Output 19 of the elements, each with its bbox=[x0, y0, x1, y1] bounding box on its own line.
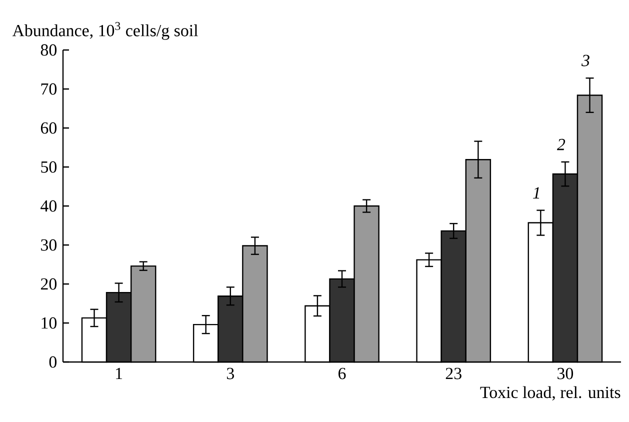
y-tick-label: 80 bbox=[40, 44, 57, 56]
y-tick-label: 70 bbox=[41, 83, 57, 95]
y-tick-label: 30 bbox=[41, 239, 57, 251]
y-tick-label: 40 bbox=[40, 200, 57, 212]
y-tick-label: 60 bbox=[40, 122, 57, 134]
series-label: 2 bbox=[556, 138, 566, 150]
y-tick-label: 0 bbox=[49, 356, 57, 368]
x-tick-label: 3 bbox=[226, 368, 234, 380]
x-tick-label: 23 bbox=[446, 368, 462, 380]
x-axis-title: Toxic load, rel. units bbox=[480, 386, 620, 401]
series-label: 1 bbox=[533, 187, 540, 198]
x-tick-label: 6 bbox=[338, 368, 346, 380]
y-tick-label: 10 bbox=[42, 317, 57, 329]
y-tick-label: 50 bbox=[41, 161, 57, 173]
y-axis-title: Abundance, 10$^{3}$ cells/g soil bbox=[12, 22, 198, 40]
y-tick-label: 20 bbox=[40, 278, 57, 290]
x-tick-label: 1 bbox=[116, 368, 122, 380]
x-tick-label: 30 bbox=[558, 368, 574, 380]
series-label: 3 bbox=[581, 54, 590, 66]
